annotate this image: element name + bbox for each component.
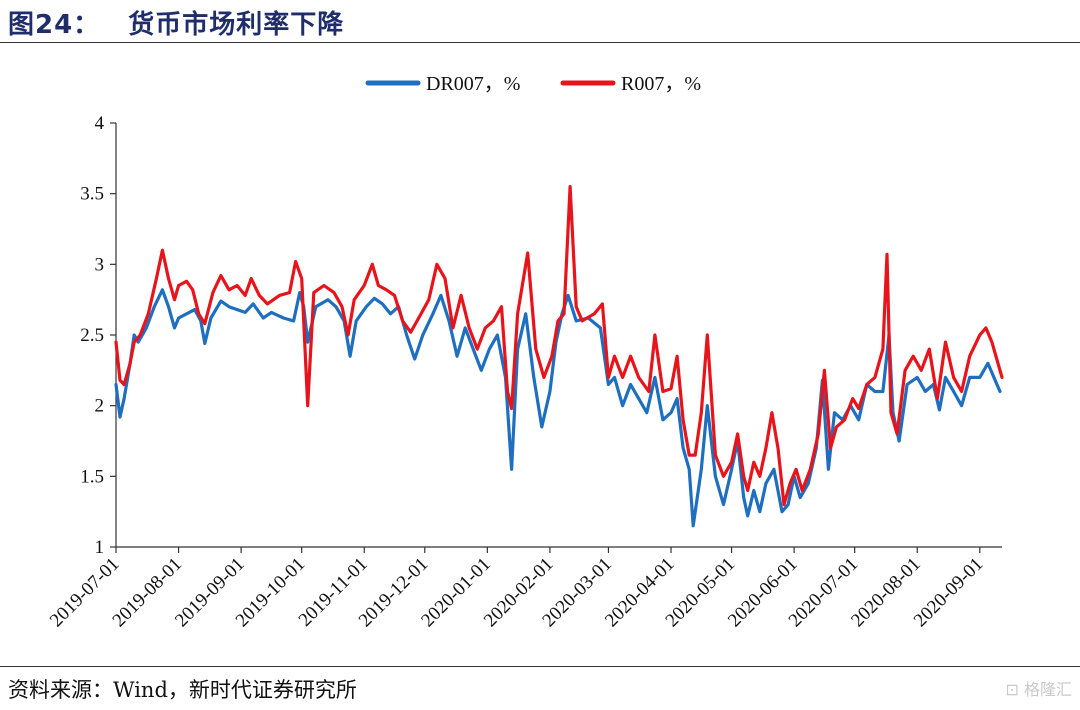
- top-rule: [0, 42, 1080, 43]
- y-axis: 1 1.5 2 2.5 3 3.5 4: [80, 113, 117, 558]
- series-layer: [114, 185, 1004, 528]
- y-tick-label: 3: [95, 254, 105, 275]
- legend-label-r007: R007，%: [621, 73, 701, 95]
- figure-title-text: 货币市场利率下降: [128, 10, 345, 40]
- y-tick-label: 2: [95, 396, 105, 417]
- y-tick-label: 4: [95, 113, 105, 134]
- r007-series-line: [114, 185, 1004, 507]
- line-chart: DR007，% R007，% 1 1.5 2 2.5 3 3.5 4 2019-07-012…: [46, 73, 1004, 631]
- legend-label-dr007: DR007，%: [426, 73, 520, 95]
- y-tick-label: 2.5: [80, 325, 104, 346]
- figure-title: 图24： 货币市场利率下降: [8, 4, 344, 41]
- x-axis: 2019-07-012019-08-012019-09-012019-10-01…: [46, 546, 1002, 631]
- y-tick-label: 3.5: [80, 184, 104, 205]
- legend: DR007，% R007，%: [365, 73, 701, 95]
- bottom-rule: [0, 666, 1080, 667]
- source-note: 资料来源：Wind，新时代证券研究所: [8, 678, 357, 702]
- y-tick-label: 1.5: [80, 466, 104, 487]
- figure-number: 图24：: [8, 10, 101, 40]
- watermark-logo: ⊡ 格隆汇: [1005, 680, 1073, 699]
- y-tick-label: 1: [95, 537, 105, 558]
